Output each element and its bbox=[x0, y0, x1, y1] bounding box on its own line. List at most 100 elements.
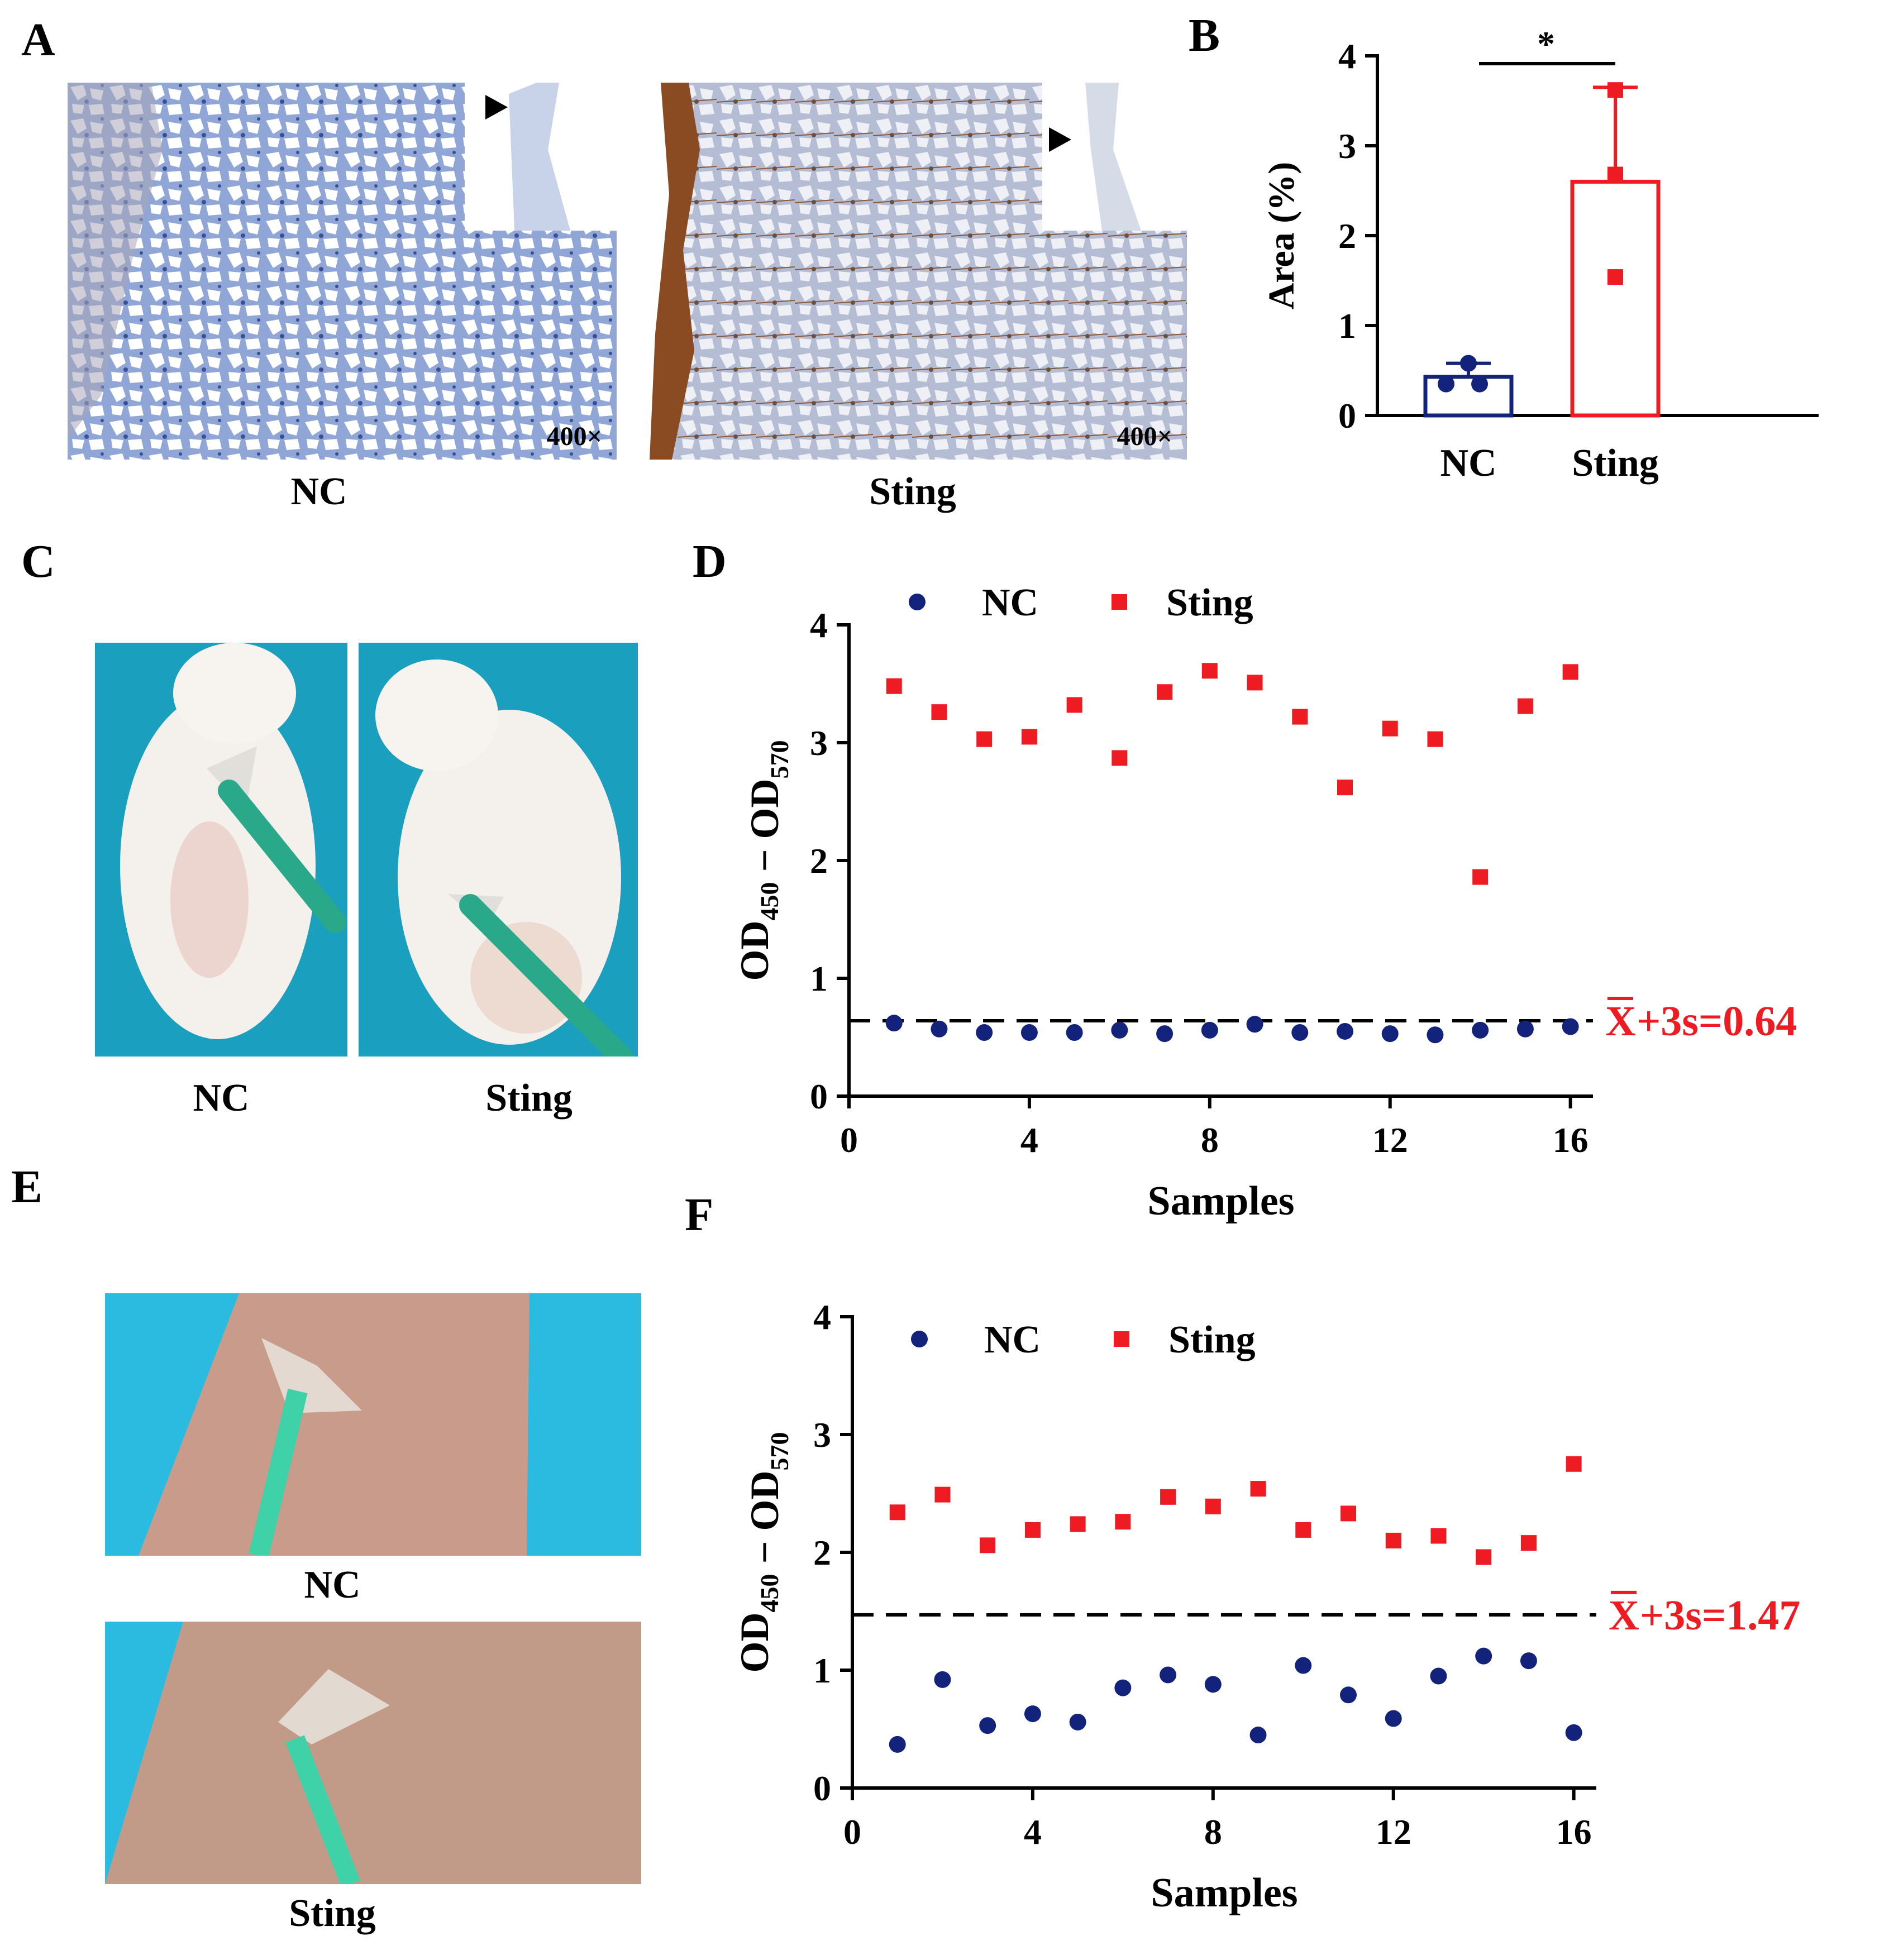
x-tick-label: 12 bbox=[1376, 1812, 1411, 1852]
y-tick-label: 3 bbox=[1338, 126, 1356, 166]
data-point bbox=[1607, 82, 1623, 98]
y-tick-label: 1 bbox=[1338, 306, 1356, 346]
data-point-sting bbox=[889, 1504, 905, 1521]
data-point-nc bbox=[1156, 1025, 1174, 1043]
data-point-nc bbox=[885, 1015, 903, 1032]
data-point-sting bbox=[1160, 1489, 1176, 1505]
threshold-label: +3s=1.47 bbox=[1640, 1592, 1800, 1639]
data-point-sting bbox=[1430, 1528, 1447, 1544]
y-tick-label: 3 bbox=[813, 1415, 831, 1455]
y-axis-label: OD450 − OD570 bbox=[732, 740, 794, 981]
y-tick-label: 1 bbox=[813, 1651, 831, 1690]
x-axis-label: Samples bbox=[1151, 1870, 1298, 1916]
data-point-sting bbox=[1341, 1505, 1356, 1522]
data-point-nc bbox=[934, 1671, 951, 1688]
data-point-sting bbox=[1517, 698, 1533, 714]
data-point-nc bbox=[1381, 1025, 1399, 1043]
y-tick-label: 4 bbox=[813, 1297, 831, 1337]
panel-letter-b: B bbox=[1189, 9, 1220, 61]
arrow-icon bbox=[485, 95, 508, 119]
data-point-sting bbox=[1382, 720, 1398, 737]
caption-nc: NC bbox=[290, 470, 347, 513]
data-point-nc bbox=[1472, 1021, 1489, 1039]
data-point bbox=[1607, 166, 1623, 183]
data-point-sting bbox=[931, 704, 947, 720]
mouse-photo-nc bbox=[95, 643, 347, 1057]
panel-letter-c: C bbox=[21, 536, 55, 587]
data-point-nc bbox=[1201, 1021, 1218, 1039]
histology-image-sting: 400× bbox=[638, 83, 1187, 460]
data-point-sting bbox=[1201, 663, 1218, 679]
x-tick-label: 12 bbox=[1372, 1120, 1408, 1160]
data-point-nc bbox=[1204, 1676, 1222, 1693]
data-point-nc bbox=[979, 1717, 996, 1734]
data-point-nc bbox=[1516, 1020, 1534, 1038]
data-point-nc bbox=[1427, 1026, 1444, 1044]
data-point bbox=[1460, 355, 1477, 372]
x-tick-label: 16 bbox=[1553, 1120, 1589, 1160]
data-point-sting bbox=[1247, 675, 1263, 691]
data-point-nc bbox=[931, 1020, 948, 1038]
data-point-sting bbox=[1112, 750, 1128, 766]
threshold-xbar: X bbox=[1605, 998, 1636, 1045]
threshold-xbar: X bbox=[1609, 1592, 1639, 1639]
data-point-sting bbox=[1427, 731, 1443, 747]
arm-photo-sting bbox=[105, 1622, 641, 1884]
data-point-nc bbox=[1246, 1016, 1263, 1033]
data-point-nc bbox=[1069, 1713, 1086, 1730]
caption-sting: Sting bbox=[289, 1892, 376, 1935]
data-point-nc bbox=[1066, 1024, 1083, 1041]
data-point-sting bbox=[1337, 780, 1353, 796]
y-axis-label: OD450 − OD570 bbox=[732, 1432, 794, 1672]
data-point-sting bbox=[1070, 1516, 1086, 1532]
x-axis-label: Samples bbox=[1147, 1178, 1294, 1224]
data-point-nc bbox=[1565, 1724, 1582, 1741]
x-tick-label: Sting bbox=[1572, 442, 1659, 485]
mouse-photo-sting bbox=[359, 643, 638, 1057]
x-tick-label: 16 bbox=[1556, 1812, 1592, 1852]
significance-marker: * bbox=[1537, 24, 1555, 64]
data-point-nc bbox=[889, 1736, 906, 1753]
data-point-sting bbox=[1566, 1456, 1582, 1472]
panel-letter-d: D bbox=[693, 536, 727, 587]
data-point-sting bbox=[1115, 1514, 1131, 1530]
data-point-sting bbox=[980, 1537, 996, 1553]
legend-label-nc: NC bbox=[984, 1318, 1041, 1361]
data-point-nc bbox=[1160, 1666, 1177, 1684]
y-tick-label: 4 bbox=[810, 605, 828, 645]
legend-marker-nc bbox=[911, 1331, 928, 1347]
data-point-nc bbox=[1430, 1667, 1447, 1685]
data-point-nc bbox=[1475, 1647, 1492, 1665]
data-point bbox=[1471, 375, 1488, 393]
y-tick-label: 2 bbox=[810, 841, 828, 881]
data-point-sting bbox=[1024, 1522, 1041, 1538]
data-point-nc bbox=[1520, 1652, 1537, 1670]
y-tick-label: 2 bbox=[813, 1533, 831, 1572]
data-point-sting bbox=[1292, 709, 1308, 725]
legend-label-sting: Sting bbox=[1166, 581, 1253, 624]
data-point-nc bbox=[1340, 1686, 1357, 1704]
data-point-nc bbox=[1291, 1024, 1309, 1041]
data-point-sting bbox=[1295, 1522, 1311, 1538]
data-point-sting bbox=[1066, 697, 1082, 713]
legend-label-nc: NC bbox=[982, 581, 1038, 624]
y-tick-label: 1 bbox=[810, 959, 828, 998]
data-point-sting bbox=[1250, 1481, 1266, 1497]
data-point-sting bbox=[1520, 1535, 1537, 1551]
data-point-nc bbox=[1385, 1710, 1402, 1727]
data-point-sting bbox=[1472, 869, 1489, 885]
threshold-label: +3s=0.64 bbox=[1637, 998, 1797, 1045]
panel-letter-e: E bbox=[11, 1161, 43, 1213]
panel-letter-f: F bbox=[685, 1189, 714, 1241]
data-point-sting bbox=[1476, 1549, 1492, 1565]
magnification-label: 400× bbox=[1117, 422, 1172, 451]
data-point-nc bbox=[1249, 1727, 1267, 1744]
data-point-sting bbox=[1021, 729, 1037, 745]
x-tick-label: 4 bbox=[1024, 1812, 1042, 1852]
data-point bbox=[1607, 269, 1623, 285]
data-point-nc bbox=[1024, 1705, 1041, 1723]
legend-marker-sting bbox=[1114, 1331, 1129, 1347]
data-point-sting bbox=[976, 731, 993, 747]
